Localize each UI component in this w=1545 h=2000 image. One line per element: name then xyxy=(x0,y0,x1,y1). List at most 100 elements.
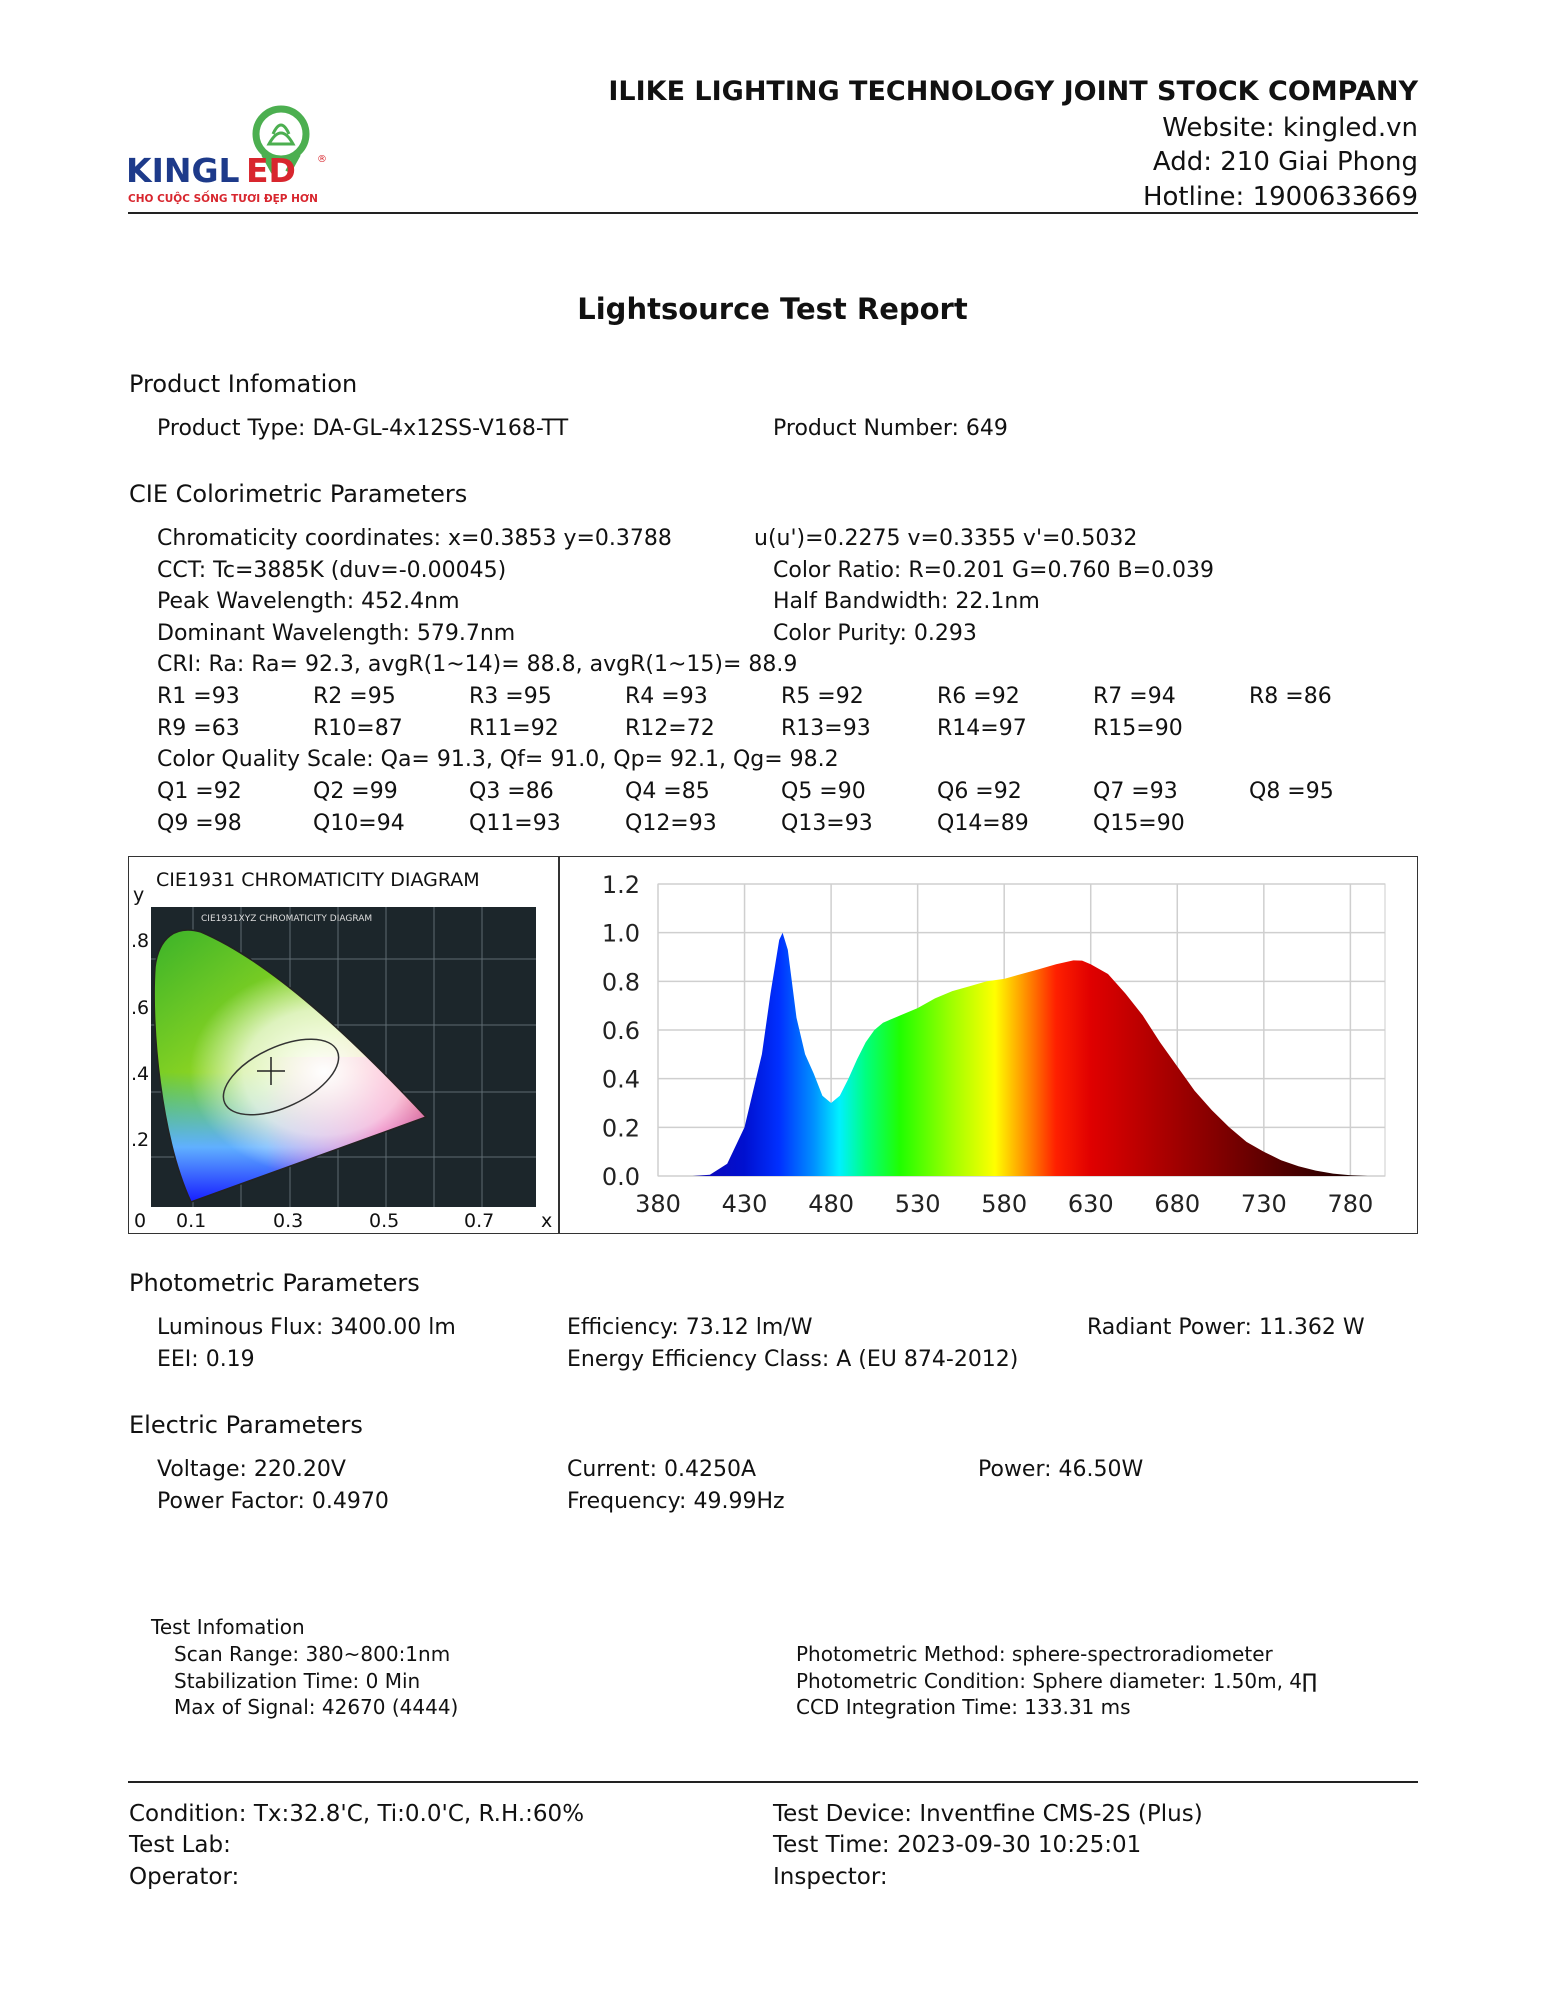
cqs-value: Q1 =92 xyxy=(157,779,242,804)
x-tick-label: 780 xyxy=(1327,1190,1373,1218)
cri-value: R15=90 xyxy=(1093,715,1183,741)
peak-wavelength: Peak Wavelength: 452.4nm xyxy=(157,589,460,614)
test-lab: Test Lab: xyxy=(129,1832,231,1858)
spectrum-area xyxy=(658,932,1385,1176)
y-tick-label: 0.8 xyxy=(602,968,640,996)
chart-divider xyxy=(558,856,560,1234)
company-hotline: Hotline: 1900633669 xyxy=(1142,182,1418,212)
cie-inner-title: CIE1931XYZ CHROMATICITY DIAGRAM xyxy=(201,914,372,924)
cqs-value: Q10=94 xyxy=(313,810,405,836)
cie-y-label: y xyxy=(133,884,145,906)
dominant-wavelength: Dominant Wavelength: 579.7nm xyxy=(157,621,516,646)
header-divider xyxy=(128,212,1418,214)
cie-diagram-title: CIE1931 CHROMATICITY DIAGRAM xyxy=(156,869,480,891)
cri-value: R13=93 xyxy=(781,715,871,741)
company-name: ILIKE LIGHTING TECHNOLOGY JOINT STOCK CO… xyxy=(608,76,1418,107)
x-tick-label: 380 xyxy=(635,1190,681,1218)
cqs-value: Q2 =99 xyxy=(313,779,398,804)
cri-value: R2 =95 xyxy=(313,684,396,709)
x-tick-label: 630 xyxy=(1068,1190,1114,1218)
max-signal: Max of Signal: 42670 (4444) xyxy=(174,1695,459,1719)
planckian-locus xyxy=(222,1038,340,1116)
cri-value: R11=92 xyxy=(469,715,559,741)
inspector: Inspector: xyxy=(773,1864,888,1890)
cri-value: R6 =92 xyxy=(937,684,1020,709)
cri-value: R10=87 xyxy=(313,715,403,741)
cri-value: R3 =95 xyxy=(469,684,552,709)
frequency: Frequency: 49.99Hz xyxy=(567,1489,785,1514)
company-website: Website: kingled.vn xyxy=(1162,113,1418,143)
cqs-value: Q15=90 xyxy=(1093,810,1185,836)
x-tick-label: 730 xyxy=(1241,1190,1287,1218)
product-type: Product Type: DA-GL-4x12SS-V168-TT xyxy=(157,416,569,441)
x-tick-label: 430 xyxy=(722,1190,768,1218)
uv-coordinates: u(u')=0.2275 v=0.3355 v'=0.5032 xyxy=(754,526,1138,551)
y-tick-label: 1.2 xyxy=(602,871,640,899)
test-info-heading: Test Infomation xyxy=(151,1615,305,1639)
cqs-value: Q12=93 xyxy=(625,810,717,836)
svg-text:CHO CUỘC SỐNG TƯƠI ĐẸP HƠN: CHO CUỘC SỐNG TƯƠI ĐẸP HƠN xyxy=(128,190,318,205)
cri-value: R5 =92 xyxy=(781,684,864,709)
svg-text:KINGL: KINGL xyxy=(126,151,240,190)
cqs-summary: Color Quality Scale: Qa= 91.3, Qf= 91.0,… xyxy=(157,747,839,772)
efficiency: Efficiency: 73.12 lm/W xyxy=(567,1315,813,1340)
color-purity: Color Purity: 0.293 xyxy=(773,621,977,646)
cri-value: R14=97 xyxy=(937,715,1027,741)
color-ratio: Color Ratio: R=0.201 G=0.760 B=0.039 xyxy=(773,558,1214,583)
spectrum-chart: 0.0 0.2 0.4 0.6 0.8 1.0 1.2 380 430 480 530 580 630 6… xyxy=(602,871,1386,1218)
cri-value: R7 =94 xyxy=(1093,684,1176,709)
cqs-value: Q7 =93 xyxy=(1093,779,1178,804)
company-address: Add: 210 Giai Phong xyxy=(1152,147,1418,177)
electric-heading: Electric Parameters xyxy=(129,1411,363,1439)
chromaticity-coordinates: Chromaticity coordinates: x=0.3853 y=0.3… xyxy=(157,526,672,551)
radiant-power: Radiant Power: 11.362 W xyxy=(1087,1315,1365,1340)
photometric-condition: Photometric Condition: Sphere diameter: … xyxy=(796,1669,1318,1693)
cie-x-tick-label: 0.5 xyxy=(369,1210,400,1232)
cqs-value: Q4 =85 xyxy=(625,779,710,804)
scan-range: Scan Range: 380~800:1nm xyxy=(174,1642,451,1666)
photometric-heading: Photometric Parameters xyxy=(129,1269,420,1297)
stabilization-time: Stabilization Time: 0 Min xyxy=(174,1669,421,1693)
product-heading: Product Infomation xyxy=(129,370,358,398)
eei: EEI: 0.19 xyxy=(157,1347,255,1372)
cri-value: R8 =86 xyxy=(1249,684,1332,709)
power-factor: Power Factor: 0.4970 xyxy=(157,1489,389,1514)
svg-text:®: ® xyxy=(317,154,327,165)
chromaticity-point-marker xyxy=(257,1057,285,1085)
cqs-value: Q13=93 xyxy=(781,810,873,836)
y-tick-label: 0.0 xyxy=(602,1163,640,1191)
cqs-value: Q5 =90 xyxy=(781,779,866,804)
cie-y-tick-label: .4 xyxy=(131,1063,150,1085)
cqs-value: Q6 =92 xyxy=(937,779,1022,804)
y-tick-label: 0.4 xyxy=(602,1066,640,1094)
cri-value: R9 =63 xyxy=(157,715,240,741)
x-tick-label: 580 xyxy=(981,1190,1027,1218)
x-tick-label: 530 xyxy=(895,1190,941,1218)
y-tick-label: 0.6 xyxy=(602,1017,640,1045)
half-bandwidth: Half Bandwidth: 22.1nm xyxy=(773,589,1040,614)
y-tick-label: 0.2 xyxy=(602,1114,640,1142)
cri-value: R4 =93 xyxy=(625,684,708,709)
product-number: Product Number: 649 xyxy=(773,416,1008,441)
cie-heading: CIE Colorimetric Parameters xyxy=(129,480,468,508)
cri-value: R1 =93 xyxy=(157,684,240,709)
report-title: Lightsource Test Report xyxy=(577,292,968,326)
cie-x-tick-label: 0.1 xyxy=(176,1210,207,1232)
luminous-flux: Luminous Flux: 3400.00 lm xyxy=(157,1315,456,1340)
current: Current: 0.4250A xyxy=(567,1457,757,1482)
cqs-value: Q3 =86 xyxy=(469,779,554,804)
footer-divider xyxy=(128,1781,1418,1783)
y-tick-label: 1.0 xyxy=(602,920,640,948)
cqs-value: Q8 =95 xyxy=(1249,779,1334,804)
ccd-integration-time: CCD Integration Time: 133.31 ms xyxy=(796,1695,1131,1719)
cie-y-tick-label: .6 xyxy=(131,997,150,1019)
cri-summary: CRI: Ra: Ra= 92.3, avgR(1~14)= 88.8, avg… xyxy=(157,652,798,677)
cie-y-tick-label: .2 xyxy=(131,1129,150,1151)
cie-x-tick-label: 0 xyxy=(134,1210,147,1232)
cie-x-tick-label: 0.7 xyxy=(464,1210,495,1232)
cie-chromaticity-diagram-image: CIE1931XYZ CHROMATICITY DIAGRAM xyxy=(151,907,536,1207)
cqs-value: Q14=89 xyxy=(937,810,1029,836)
x-tick-label: 480 xyxy=(808,1190,854,1218)
svg-text:ED: ED xyxy=(246,151,296,190)
test-condition: Condition: Tx:32.8'C, Ti:0.0'C, R.H.:60% xyxy=(129,1801,585,1827)
